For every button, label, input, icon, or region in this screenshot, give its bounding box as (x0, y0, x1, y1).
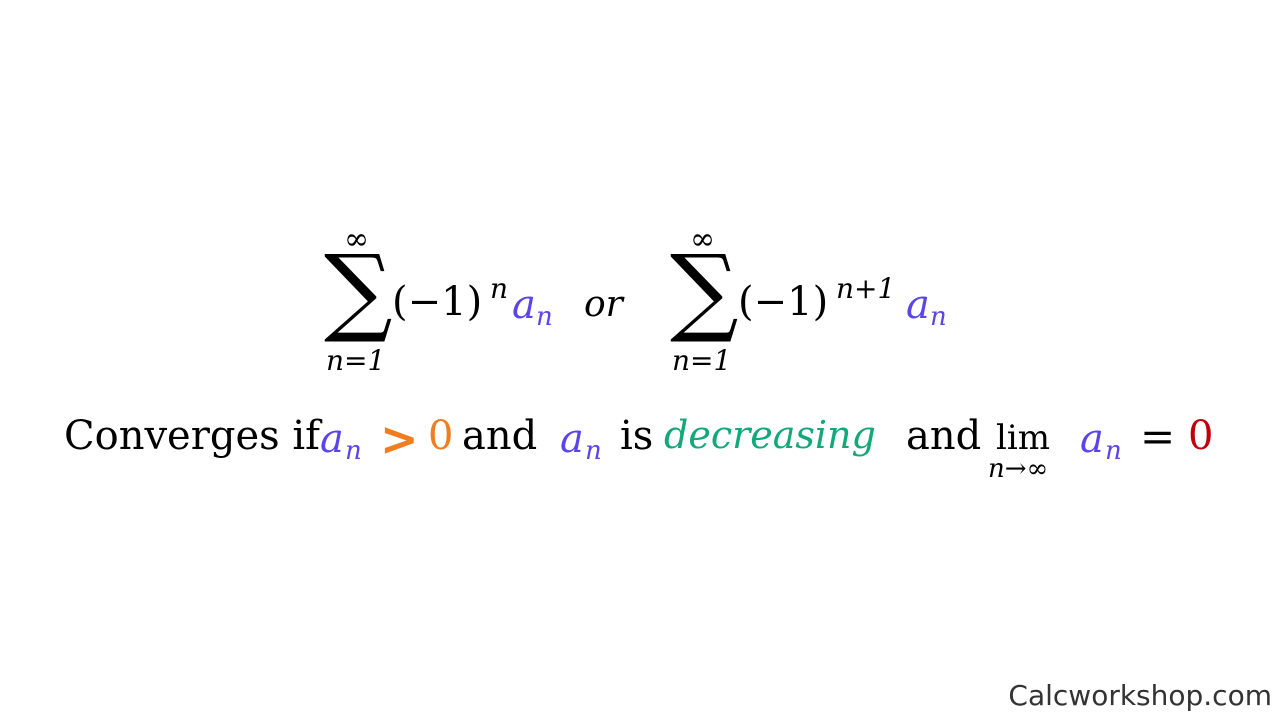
an-term-1-a: a (320, 416, 344, 462)
limit-operator: lim (996, 418, 1050, 458)
infinity-upper-1: ∞ (344, 222, 369, 257)
site-watermark: Calcworkshop.com (1008, 679, 1272, 712)
condition-line: Converges if a n > 0 and a n is decreasi… (0, 412, 1280, 516)
term-a-1: a (512, 282, 536, 328)
infinity-upper-2: ∞ (690, 222, 715, 257)
and-text-1: and (462, 413, 538, 459)
or-connector: or (584, 284, 623, 325)
an-term-2-a: a (560, 416, 584, 462)
exponent-1: n (490, 272, 509, 305)
equals-sign: = (1140, 412, 1176, 461)
zero-value-2: 0 (1188, 413, 1214, 459)
an-term-3-sub: n (1105, 436, 1122, 466)
neg-one-base-2: (−1) (738, 279, 829, 325)
series-2: ∞ ∑ n=1 (−1) n+1 a n (668, 222, 968, 382)
an-term-1-sub: n (345, 436, 362, 466)
an-term-3-a: a (1080, 416, 1104, 462)
sigma-symbol-2: ∑ (670, 234, 739, 346)
term-sub-2: n (930, 302, 947, 332)
series-1: ∞ ∑ n=1 (−1) n a n (322, 222, 572, 382)
converges-if-text: Converges if (64, 413, 320, 459)
sigma-symbol-1: ∑ (324, 234, 393, 346)
index-lower-2: n=1 (672, 344, 732, 377)
term-sub-1: n (536, 302, 553, 332)
term-a-2: a (906, 282, 930, 328)
zero-value-1: 0 (428, 413, 454, 459)
greater-than-symbol: > (380, 412, 419, 466)
index-lower-1: n=1 (326, 344, 386, 377)
exponent-2: n+1 (836, 272, 896, 305)
an-term-2-sub: n (585, 436, 602, 466)
and-text-2: and (906, 413, 982, 459)
decreasing-text: decreasing (664, 413, 876, 457)
limit-subscript: n→∞ (988, 454, 1049, 484)
neg-one-base-1: (−1) (392, 279, 483, 325)
is-text: is (620, 413, 654, 459)
